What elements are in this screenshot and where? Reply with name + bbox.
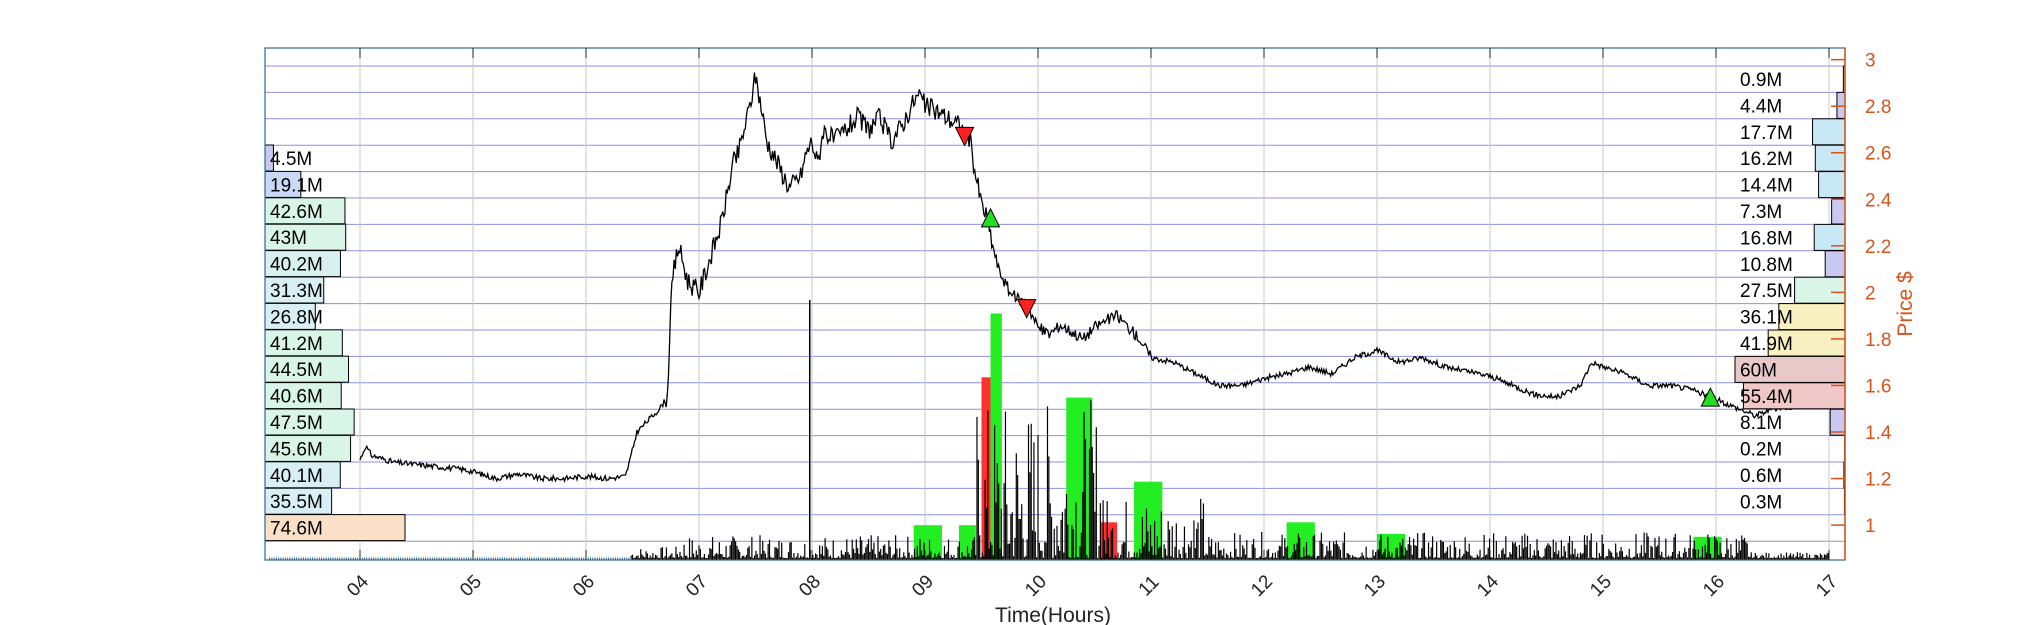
volume-profile-right: 0.9M 4.4M 17.7M 16.2M 14.4M 7.3M 16.8M 10.8M 27.… — [1734, 65, 1846, 515]
x-tick-label: 16 — [1699, 571, 1729, 601]
buy-marker — [1700, 386, 1721, 407]
volume-profile-right-label: 16.8M — [1740, 228, 1793, 249]
price-tick-label: 2.6 — [1865, 144, 1891, 165]
volume-profile-left-label: 40.2M — [270, 255, 323, 276]
x-tick-label: 07 — [682, 571, 712, 601]
volume-profile-right-label: 0.6M — [1740, 466, 1782, 487]
x-tick-label: 06 — [569, 571, 599, 601]
x-tick-label: 09 — [908, 571, 938, 601]
volume-block — [913, 525, 942, 560]
volume-block — [1286, 522, 1315, 560]
volume-profile-left-label: 43M — [270, 228, 307, 249]
volume-profile-left-label: 26.8M — [270, 307, 323, 328]
volume-profile-left-label: 40.6M — [270, 387, 323, 408]
volume-profile-left-bar — [264, 514, 406, 542]
price-tick-label: 1.6 — [1865, 376, 1891, 397]
volume-profile-right-label: 41.9M — [1740, 334, 1793, 355]
volume-profile-right-bar — [1836, 91, 1846, 119]
x-tick-label: 14 — [1473, 571, 1503, 601]
x-tick-label: 04 — [343, 571, 373, 601]
x-tick-label: 12 — [1247, 571, 1277, 601]
volume-profile-right-bar — [1818, 171, 1846, 199]
volume-profile-right-label: 4.4M — [1740, 96, 1782, 117]
volume-profile-right-label: 60M — [1740, 360, 1777, 381]
volume-block — [981, 377, 991, 560]
volume-profile-right-bar — [1824, 250, 1846, 278]
volume-profile-left-label: 4.5M — [270, 149, 312, 170]
volume-profile-right-label: 7.3M — [1740, 202, 1782, 223]
price-tick-label: 3 — [1865, 51, 1876, 72]
volume-profile-right-label: 8.1M — [1740, 413, 1782, 434]
sell-marker — [1016, 299, 1037, 319]
volume-profile-right-label: 55.4M — [1740, 387, 1793, 408]
volume-profile-right-label: 10.8M — [1740, 255, 1793, 276]
volume-profile-left-label: 45.6M — [270, 439, 323, 460]
volume-profile-left-label: 47.5M — [270, 413, 323, 434]
volume-profile-right-label: 0.9M — [1740, 70, 1782, 91]
volume-profile-right-bar — [1812, 118, 1846, 146]
volume-profile-left-bar — [264, 487, 333, 515]
volume-profile-left-label: 40.1M — [270, 466, 323, 487]
volume-profile-right-label: 27.5M — [1740, 281, 1793, 302]
volume-block — [990, 313, 1002, 560]
volume-profile-left-label: 44.5M — [270, 360, 323, 381]
volume-profile-right-bar — [1794, 276, 1846, 304]
price-tick-label: 2.4 — [1865, 190, 1892, 211]
volume-profile-left: 4.5M 19.1M 42.6M 43M 40.2M 31.3M 26.8M 41.2M 44.… — [264, 144, 406, 542]
volume-profile-left-bar — [264, 434, 352, 462]
price-series — [359, 72, 1830, 484]
volume-profile-left-label: 35.5M — [270, 492, 323, 513]
volume-profile-right-label: 14.4M — [1740, 176, 1793, 197]
volume-block — [1066, 397, 1093, 560]
volume-profile-left-bar — [264, 223, 347, 251]
volume-profile-left-label: 74.6M — [270, 519, 323, 540]
volume-profile-left-bar — [264, 408, 355, 436]
volume-profile-left-label: 41.2M — [270, 334, 323, 355]
volume-profile-right-label: 36.1M — [1740, 308, 1793, 329]
volume-profile-left-bar — [264, 302, 316, 330]
x-tick-label: 10 — [1021, 571, 1051, 601]
trade-markers — [954, 126, 1721, 407]
volume-profile-right-label: 0.3M — [1740, 492, 1782, 513]
price-tick-label: 2.2 — [1865, 237, 1891, 258]
sell-marker — [954, 126, 975, 147]
price-tick-label: 1.8 — [1865, 330, 1891, 351]
price-tick-label: 2.8 — [1865, 97, 1891, 118]
price-tick-label: 1 — [1865, 516, 1876, 537]
price-tick-label: 2 — [1865, 283, 1876, 304]
volume-profile-right-label: 0.2M — [1740, 440, 1782, 461]
volume-profile-left-label: 19.1M — [270, 175, 323, 196]
x-axis-title: Time(Hours) — [995, 604, 1111, 625]
price-axis-ticks: 1 1.2 1.4 1.6 1.8 2 2.2 2.4 2.6 2.8 3 — [1831, 51, 1892, 537]
volume-profile-right-bar — [1814, 144, 1846, 172]
x-tick-label: 13 — [1360, 571, 1390, 601]
volume-profile-right-bar — [1734, 355, 1846, 383]
x-tick-label: 05 — [456, 571, 486, 601]
price-tick-label: 1.2 — [1865, 470, 1891, 491]
price-axis-title: Price $ — [1894, 271, 1917, 337]
x-tick-label: 15 — [1586, 571, 1616, 601]
volume-profile-left-bar — [264, 329, 343, 357]
price-tick-label: 1.4 — [1865, 423, 1892, 444]
volume-profile-left-bar — [264, 355, 350, 383]
volume-profile-right-label: 16.2M — [1740, 149, 1793, 170]
x-tick-label: 08 — [795, 571, 825, 601]
x-tick-label: 17 — [1812, 571, 1842, 601]
buy-marker — [980, 207, 1001, 228]
volume-profile-left-label: 42.6M — [270, 202, 323, 223]
volume-profile-right-bar — [1831, 197, 1846, 225]
price-line — [359, 72, 1830, 484]
volume-profile-left-bar — [264, 197, 346, 225]
volume-profile-left-label: 31.3M — [270, 281, 323, 302]
volume-profile-left-bar — [264, 250, 341, 278]
x-tick-label: 11 — [1135, 572, 1164, 601]
volume-profile-right-bar — [1742, 382, 1846, 410]
volume-profile-right-label: 17.7M — [1740, 123, 1793, 144]
